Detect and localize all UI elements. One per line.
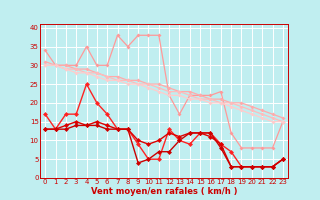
X-axis label: Vent moyen/en rafales ( km/h ): Vent moyen/en rafales ( km/h ): [91, 187, 237, 196]
